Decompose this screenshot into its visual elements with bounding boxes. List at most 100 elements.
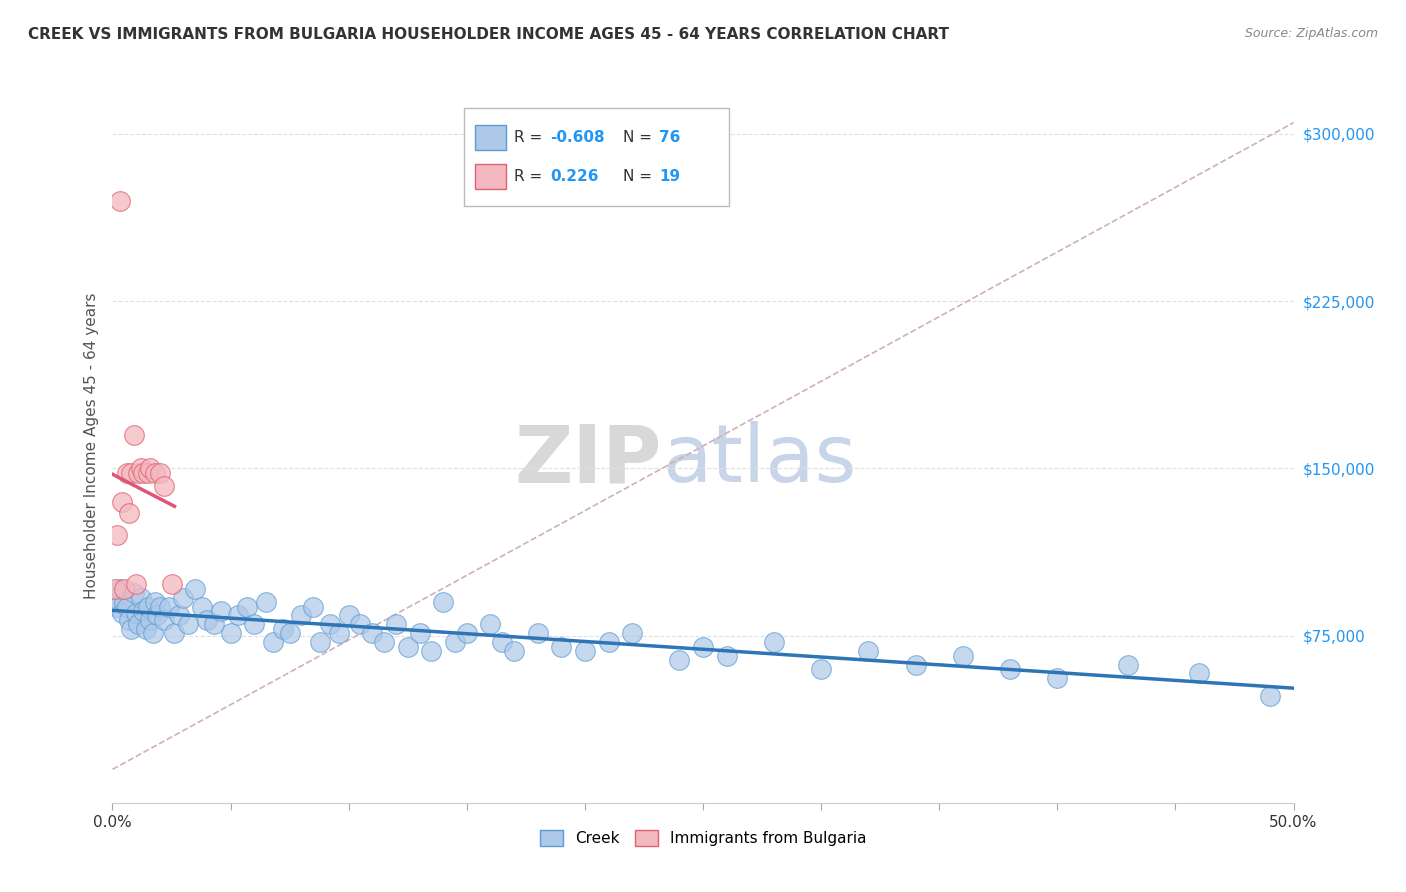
Point — [142, 626, 165, 640]
Point — [153, 613, 176, 627]
Point — [278, 626, 301, 640]
Point — [135, 622, 157, 636]
Point — [104, 591, 127, 605]
Point — [112, 595, 135, 609]
Point — [290, 608, 312, 623]
Point — [104, 582, 127, 596]
Point — [184, 582, 207, 596]
Point — [108, 194, 131, 208]
Point — [385, 617, 408, 632]
Point — [858, 644, 880, 658]
Point — [122, 427, 145, 442]
Text: CREEK VS IMMIGRANTS FROM BULGARIA HOUSEHOLDER INCOME AGES 45 - 64 YEARS CORRELAT: CREEK VS IMMIGRANTS FROM BULGARIA HOUSEH… — [28, 27, 949, 42]
Point — [120, 466, 142, 480]
Point — [132, 604, 155, 618]
Text: Source: ZipAtlas.com: Source: ZipAtlas.com — [1244, 27, 1378, 40]
Point — [716, 648, 738, 663]
Point — [115, 599, 138, 614]
Text: atlas: atlas — [662, 421, 856, 500]
Point — [904, 657, 927, 672]
Point — [160, 577, 183, 591]
Point — [349, 617, 371, 632]
Point — [149, 466, 172, 480]
Point — [302, 599, 325, 614]
Point — [108, 582, 131, 596]
Point — [127, 466, 149, 480]
Point — [118, 613, 141, 627]
Point — [998, 662, 1021, 676]
Point — [621, 626, 644, 640]
Point — [111, 494, 134, 508]
Point — [105, 599, 128, 614]
Point — [115, 466, 138, 480]
Point — [191, 599, 214, 614]
Point — [456, 626, 478, 640]
Point — [127, 617, 149, 632]
Point — [120, 622, 142, 636]
Point — [219, 626, 242, 640]
Point — [810, 662, 832, 676]
Point — [762, 635, 785, 649]
Point — [328, 626, 350, 640]
Point — [136, 599, 159, 614]
Point — [1046, 671, 1069, 685]
Point — [432, 595, 454, 609]
Point — [209, 604, 232, 618]
Point — [143, 466, 166, 480]
Point — [574, 644, 596, 658]
Point — [146, 608, 169, 623]
Point — [195, 613, 218, 627]
Point — [163, 626, 186, 640]
Point — [1188, 666, 1211, 681]
Point — [526, 626, 548, 640]
Point — [129, 461, 152, 475]
Point — [132, 466, 155, 480]
Point — [1116, 657, 1139, 672]
Point — [157, 599, 180, 614]
Point — [598, 635, 620, 649]
Point — [139, 613, 162, 627]
Text: ZIP: ZIP — [515, 421, 662, 500]
Point — [236, 599, 259, 614]
Point — [143, 595, 166, 609]
Point — [125, 577, 148, 591]
Point — [167, 608, 190, 623]
Point — [243, 617, 266, 632]
Point — [112, 582, 135, 596]
Point — [125, 607, 148, 621]
Point — [129, 591, 152, 605]
Point — [139, 461, 162, 475]
Point — [491, 635, 513, 649]
Point — [503, 644, 526, 658]
Point — [111, 607, 134, 621]
Point — [361, 626, 384, 640]
Point — [153, 479, 176, 493]
Point — [319, 617, 342, 632]
Point — [149, 599, 172, 614]
Point — [337, 608, 360, 623]
Point — [1258, 689, 1281, 703]
Point — [262, 635, 284, 649]
Point — [254, 595, 277, 609]
Point — [226, 608, 249, 623]
Point — [271, 622, 294, 636]
Point — [105, 528, 128, 542]
Point — [202, 617, 225, 632]
Point — [309, 635, 332, 649]
Point — [122, 586, 145, 600]
Point — [136, 466, 159, 480]
Point — [444, 635, 467, 649]
Point — [118, 506, 141, 520]
Legend: Creek, Immigrants from Bulgaria: Creek, Immigrants from Bulgaria — [534, 824, 872, 852]
Point — [396, 640, 419, 654]
Y-axis label: Householder Income Ages 45 - 64 years: Householder Income Ages 45 - 64 years — [83, 293, 98, 599]
Point — [177, 617, 200, 632]
Point — [550, 640, 572, 654]
Point — [373, 635, 395, 649]
Point — [420, 644, 443, 658]
Point — [668, 653, 690, 667]
Point — [172, 591, 194, 605]
Point — [408, 626, 430, 640]
Point — [952, 648, 974, 663]
Point — [692, 640, 714, 654]
